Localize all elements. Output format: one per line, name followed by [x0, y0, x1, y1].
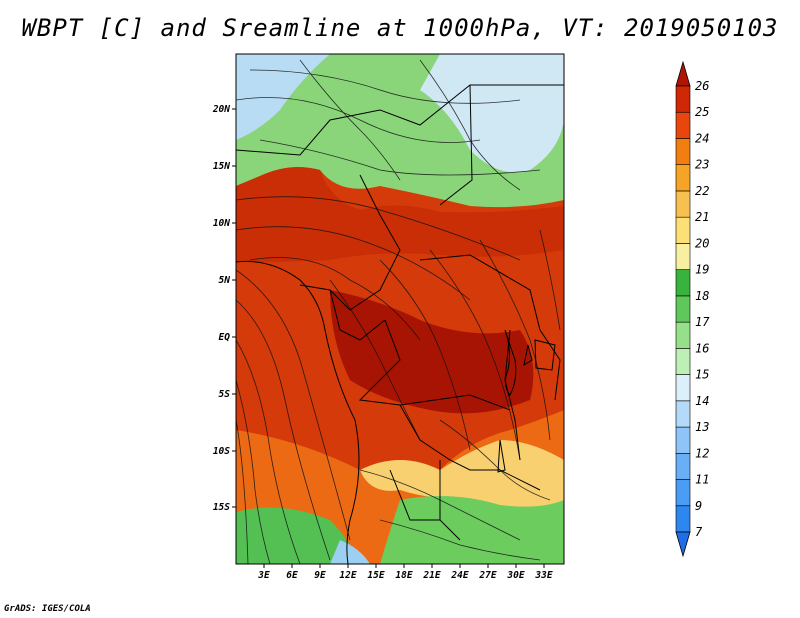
lon-label: 3E	[257, 570, 270, 581]
colorbar-label: 13	[695, 420, 709, 434]
colorbar-swatch	[675, 374, 691, 402]
lon-label: 21E	[422, 570, 440, 581]
colorbar-swatch	[675, 348, 691, 375]
colorbar-label: 11	[695, 473, 709, 487]
colorbar-label: 17	[695, 315, 710, 329]
lon-label: 27E	[478, 570, 496, 581]
colorbar-label: 24	[695, 131, 709, 145]
colorbar-label: 26	[695, 79, 709, 93]
wbpt-northeast-cool	[420, 54, 564, 173]
colorbar-swatch	[675, 505, 691, 533]
lon-axis: 3E 6E 9E 12E 15E 18E 21E 24E 27E 30E 33E	[257, 564, 553, 581]
colorbar-label: 21	[695, 210, 709, 224]
wbpt-southwest-cool	[330, 540, 370, 564]
wbpt-northwest-cool	[236, 54, 330, 140]
lat-label: 15S	[213, 502, 230, 513]
colorbar-under-arrow	[675, 531, 691, 558]
wbpt-southern-yellow	[360, 440, 564, 520]
colorbar-label: 14	[695, 394, 709, 408]
lon-label: 18E	[395, 570, 412, 581]
coastline-lakes	[236, 260, 556, 564]
colorbar-swatch	[675, 85, 691, 113]
colorbar-swatch	[675, 138, 691, 166]
colorbar-swatch	[675, 479, 691, 507]
lat-label: 5N	[219, 275, 231, 286]
lat-axis: 20N 15N 10N 5N EQ 5S 10S 15S	[212, 104, 236, 513]
lon-label: 24E	[450, 570, 468, 581]
lat-label: 15N	[213, 161, 230, 172]
colorbar: 7 9 11 12 13 14 15 16 17 18 19 20 21 22 23 24 25 26	[675, 60, 710, 558]
colorbar-swatch	[675, 164, 691, 192]
lon-label: 33E	[534, 570, 552, 581]
colorbar-label: 7	[695, 525, 703, 539]
chart-title: WBPT [C] and Sreamline at 1000hPa, VT: 2…	[21, 14, 779, 42]
colorbar-swatch	[675, 243, 691, 270]
lon-label: 30E	[506, 570, 524, 581]
colorbar-swatch	[675, 269, 691, 297]
colorbar-label: 18	[695, 289, 709, 303]
colorbar-over-arrow	[675, 60, 691, 87]
colorbar-swatch	[675, 190, 691, 218]
wbpt-sahel-band	[236, 167, 564, 262]
footer-credit: GrADS: IGES/COLA	[4, 604, 91, 614]
lon-label: 9E	[314, 570, 326, 581]
map-panel	[236, 54, 564, 564]
colorbar-swatch	[675, 111, 691, 139]
colorbar-swatch	[675, 426, 691, 454]
lat-label: EQ	[219, 332, 231, 343]
wbpt-southeast-green	[380, 496, 564, 564]
lon-label: 6E	[286, 570, 298, 581]
colorbar-label: 22	[695, 184, 709, 198]
colorbar-label: 25	[695, 105, 709, 119]
lat-label: 10N	[213, 218, 230, 229]
colorbar-swatch	[675, 295, 691, 323]
lon-label: 15E	[367, 570, 384, 581]
wbpt-congo-core	[330, 290, 534, 414]
colorbar-label: 20	[695, 236, 709, 250]
streamlines	[236, 59, 561, 564]
lat-label: 20N	[212, 104, 230, 115]
colorbar-swatch	[675, 216, 691, 244]
map-frame	[235, 53, 565, 565]
colorbar-label: 12	[695, 446, 709, 460]
lat-label: 5S	[219, 389, 231, 400]
wbpt-southwest-green	[236, 507, 360, 564]
colorbar-swatch	[675, 321, 691, 349]
colorbar-label: 19	[695, 263, 709, 277]
lat-label: 10S	[213, 446, 230, 457]
lon-label: 12E	[339, 570, 356, 581]
colorbar-label: 9	[695, 499, 702, 513]
colorbar-label: 16	[695, 341, 709, 355]
colorbar-label: 23	[695, 158, 709, 172]
colorbar-swatch	[675, 452, 691, 480]
country-borders	[236, 84, 564, 541]
colorbar-swatch	[675, 400, 691, 428]
colorbar-label: 15	[695, 368, 709, 382]
